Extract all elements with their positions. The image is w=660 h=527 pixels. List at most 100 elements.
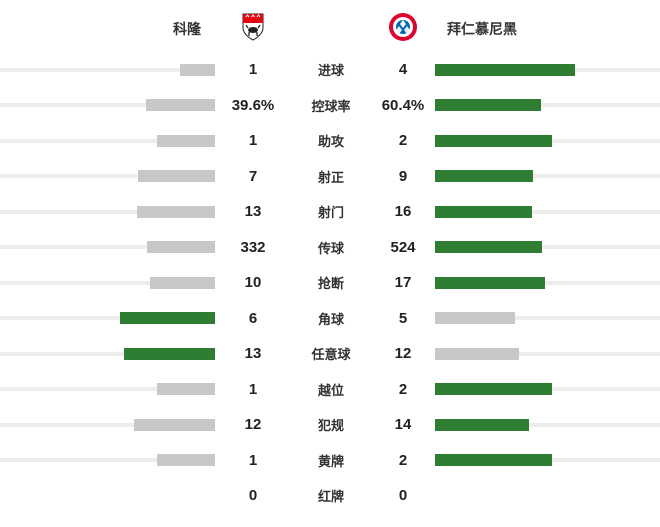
stat-row: 0 红牌 0 bbox=[0, 478, 660, 514]
home-value: 6 bbox=[248, 309, 258, 327]
home-bar-zone bbox=[0, 205, 215, 218]
home-value: 1 bbox=[248, 61, 258, 79]
away-team-badge bbox=[371, 12, 435, 47]
away-value: 524 bbox=[390, 238, 416, 256]
stat-row: 1 进球 4 bbox=[0, 52, 660, 88]
home-team-name-zone: 科隆 bbox=[0, 19, 215, 39]
away-bar-zone bbox=[435, 241, 660, 254]
home-bar bbox=[156, 454, 215, 467]
away-team-name-zone: 拜仁慕尼黑 bbox=[435, 19, 660, 39]
home-bar-track bbox=[0, 174, 215, 179]
home-bar bbox=[147, 241, 215, 254]
away-value: 17 bbox=[394, 274, 412, 292]
home-value: 13 bbox=[244, 203, 262, 221]
home-bar bbox=[150, 276, 215, 289]
away-bar-track bbox=[435, 422, 660, 427]
stat-row: 10 抢断 17 bbox=[0, 265, 660, 301]
away-bar-zone bbox=[435, 205, 660, 218]
home-bar-track bbox=[0, 280, 215, 285]
away-bar-zone bbox=[435, 276, 660, 289]
away-value: 2 bbox=[398, 380, 408, 398]
home-value: 1 bbox=[248, 451, 258, 469]
stat-label: 助攻 bbox=[317, 134, 344, 150]
away-value: 60.4% bbox=[381, 96, 425, 114]
away-value: 4 bbox=[398, 61, 408, 79]
home-bar-track bbox=[0, 422, 215, 427]
home-bar bbox=[136, 205, 215, 218]
home-team-name: 科隆 bbox=[173, 21, 201, 37]
home-bar-track bbox=[0, 138, 215, 143]
stat-label: 红牌 bbox=[317, 489, 344, 505]
home-team-badge bbox=[215, 12, 291, 47]
home-value: 332 bbox=[240, 238, 266, 256]
away-value: 2 bbox=[398, 451, 408, 469]
stat-row: 1 越位 2 bbox=[0, 372, 660, 408]
stat-row: 1 黄牌 2 bbox=[0, 443, 660, 479]
stat-row: 39.6% 控球率 60.4% bbox=[0, 88, 660, 124]
home-bar bbox=[134, 418, 215, 431]
home-value: 13 bbox=[244, 345, 262, 363]
away-bar bbox=[435, 63, 575, 76]
stat-row: 12 犯规 14 bbox=[0, 407, 660, 443]
stat-label: 射正 bbox=[317, 169, 344, 185]
away-bar-zone bbox=[435, 312, 660, 325]
home-bar-zone bbox=[0, 63, 215, 76]
stat-row: 7 射正 9 bbox=[0, 159, 660, 195]
away-bar bbox=[435, 347, 519, 360]
away-bar-zone bbox=[435, 63, 660, 76]
away-value: 14 bbox=[394, 416, 412, 434]
stat-label: 射门 bbox=[317, 205, 344, 221]
away-bar-zone bbox=[435, 454, 660, 467]
stat-row: 332 传球 524 bbox=[0, 230, 660, 266]
home-bar-zone bbox=[0, 134, 215, 147]
home-bar bbox=[156, 134, 215, 147]
away-bar-track bbox=[435, 174, 660, 179]
away-team-name: 拜仁慕尼黑 bbox=[447, 21, 517, 37]
away-value: 2 bbox=[398, 132, 408, 150]
away-bar-track bbox=[435, 280, 660, 285]
stat-label: 传球 bbox=[317, 240, 344, 256]
home-bar-zone bbox=[0, 312, 215, 325]
stat-row: 13 任意球 12 bbox=[0, 336, 660, 372]
away-bar-zone bbox=[435, 347, 660, 360]
stat-label: 控球率 bbox=[311, 98, 351, 114]
bayern-crest-icon bbox=[388, 12, 418, 47]
home-bar bbox=[156, 383, 215, 396]
stat-label: 角球 bbox=[317, 311, 344, 327]
away-bar-zone bbox=[435, 134, 660, 147]
away-value: 9 bbox=[398, 167, 408, 185]
home-bar-zone bbox=[0, 99, 215, 112]
stat-row: 13 射门 16 bbox=[0, 194, 660, 230]
home-value: 39.6% bbox=[231, 96, 275, 114]
stat-row: 1 助攻 2 bbox=[0, 123, 660, 159]
home-bar-track bbox=[0, 103, 215, 108]
home-bar-zone bbox=[0, 454, 215, 467]
away-bar bbox=[435, 312, 515, 325]
home-bar-zone bbox=[0, 276, 215, 289]
away-bar bbox=[435, 170, 534, 183]
home-value: 0 bbox=[248, 487, 258, 505]
away-bar bbox=[435, 418, 530, 431]
away-bar-track bbox=[435, 351, 660, 356]
stat-label: 越位 bbox=[317, 382, 344, 398]
away-bar bbox=[435, 99, 541, 112]
home-bar-zone bbox=[0, 241, 215, 254]
away-bar bbox=[435, 276, 546, 289]
away-bar-track bbox=[435, 316, 660, 321]
stat-row: 6 角球 5 bbox=[0, 301, 660, 337]
away-bar bbox=[435, 134, 552, 147]
away-bar-zone bbox=[435, 170, 660, 183]
away-bar bbox=[435, 454, 552, 467]
away-bar-track bbox=[435, 245, 660, 250]
home-bar-track bbox=[0, 209, 215, 214]
home-bar-track bbox=[0, 245, 215, 250]
away-bar bbox=[435, 205, 532, 218]
away-value: 0 bbox=[398, 487, 408, 505]
home-bar bbox=[145, 99, 215, 112]
away-bar-zone bbox=[435, 490, 660, 502]
home-bar-track bbox=[0, 458, 215, 463]
away-bar-track bbox=[435, 209, 660, 214]
home-value: 1 bbox=[248, 132, 258, 150]
stat-label: 进球 bbox=[317, 63, 344, 79]
